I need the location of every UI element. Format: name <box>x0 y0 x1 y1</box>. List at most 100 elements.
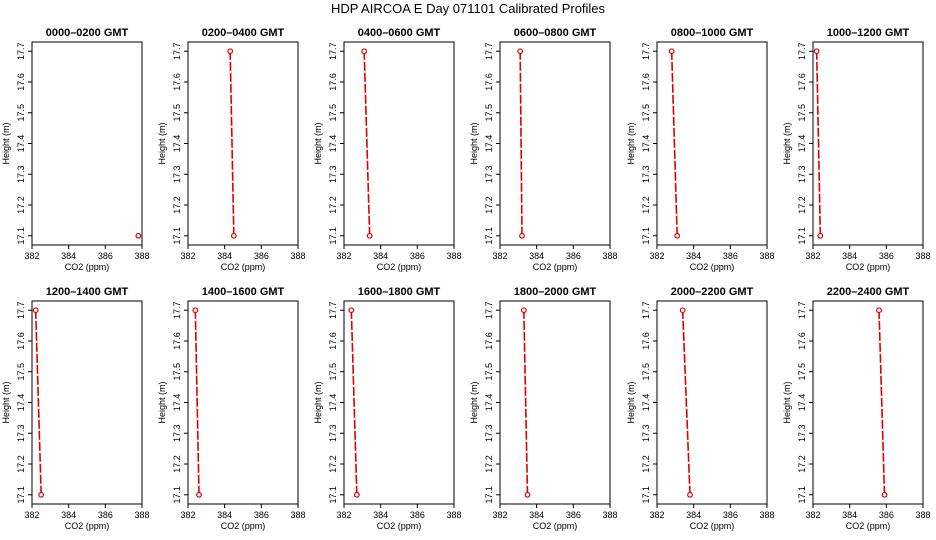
x-tick-label: 384 <box>217 510 232 520</box>
y-tick-label: 17.5 <box>16 104 26 122</box>
y-tick-label: 17.2 <box>16 196 26 214</box>
x-axis-label: CO2 (ppm) <box>846 262 891 272</box>
x-tick-label: 384 <box>842 510 857 520</box>
y-tick-label: 17.7 <box>328 301 338 319</box>
panel-title: 2000–2200 GMT <box>671 286 754 298</box>
y-axis-label: Height (m) <box>1 381 11 423</box>
y-axis-label: Height (m) <box>782 381 792 423</box>
y-tick-label: 17.3 <box>641 165 651 183</box>
x-tick-label: 386 <box>566 510 581 520</box>
y-tick-label: 17.6 <box>797 73 807 91</box>
y-tick-label: 17.5 <box>797 104 807 122</box>
data-point <box>517 48 524 55</box>
plot-frame <box>499 300 611 505</box>
x-tick-label: 382 <box>649 510 664 520</box>
y-tick-label: 17.7 <box>172 42 182 60</box>
x-tick-label: 384 <box>373 510 388 520</box>
x-tick-label: 388 <box>602 510 617 520</box>
data-point <box>135 232 142 239</box>
panel-10: 2000–2200 GMT 382 384 386 388 17.1 17.2 17.3 17.… <box>626 286 775 531</box>
y-tick-label: 17.1 <box>172 486 182 504</box>
panel-grid: 0000–0200 GMT 382 384 386 388 17.1 17.2 17.3 17.… <box>1 27 931 531</box>
y-tick-label: 17.6 <box>328 332 338 350</box>
y-tick-label: 17.4 <box>641 135 651 153</box>
x-tick-label: 384 <box>373 251 388 261</box>
x-axis-label: CO2 (ppm) <box>221 521 266 531</box>
y-tick-label: 17.1 <box>797 227 807 245</box>
x-axis-label: CO2 (ppm) <box>377 521 422 531</box>
series-line <box>670 51 678 236</box>
y-tick-label: 17.1 <box>484 227 494 245</box>
data-point <box>230 232 237 239</box>
y-tick-label: 17.7 <box>484 42 494 60</box>
panel-5: 1000–1200 GMT 382 384 386 388 17.1 17.2 17.3 17.… <box>782 27 931 272</box>
data-point <box>876 307 882 314</box>
y-tick-label: 17.6 <box>172 73 182 91</box>
y-tick-label: 17.2 <box>16 455 26 473</box>
panel-1: 0200–0400 GMT 382 384 386 388 17.1 17.2 17.3 17.… <box>157 27 306 272</box>
y-tick-label: 17.6 <box>641 332 651 350</box>
x-tick-label: 388 <box>446 251 461 261</box>
series-line <box>519 51 523 236</box>
y-tick-label: 17.6 <box>641 73 651 91</box>
plot-frame <box>812 41 924 246</box>
y-axis-label: Height (m) <box>469 381 479 423</box>
y-tick-label: 17.2 <box>797 196 807 214</box>
panel-4: 0800–1000 GMT 382 384 386 388 17.1 17.2 17.3 17.… <box>626 27 775 272</box>
y-tick-label: 17.4 <box>484 135 494 153</box>
plot-frame <box>343 300 455 505</box>
y-tick-label: 17.7 <box>328 42 338 60</box>
y-tick-label: 17.7 <box>16 301 26 319</box>
panel-title: 0400–0600 GMT <box>358 27 441 39</box>
y-tick-label: 17.5 <box>484 363 494 381</box>
data-point <box>348 307 355 314</box>
y-tick-label: 17.2 <box>484 196 494 214</box>
y-tick-label: 17.4 <box>16 394 26 412</box>
y-tick-label: 17.7 <box>797 42 807 60</box>
y-tick-label: 17.7 <box>797 301 807 319</box>
x-tick-label: 388 <box>915 510 930 520</box>
y-tick-label: 17.7 <box>641 42 651 60</box>
plot-frame <box>31 41 143 246</box>
x-axis-label: CO2 (ppm) <box>533 262 578 272</box>
x-tick-label: 388 <box>290 510 305 520</box>
y-tick-label: 17.1 <box>328 227 338 245</box>
panel-3: 0600–0800 GMT 382 384 386 388 17.1 17.2 17.3 17.… <box>469 27 618 272</box>
y-tick-label: 17.6 <box>16 332 26 350</box>
x-axis-label: CO2 (ppm) <box>65 262 110 272</box>
x-tick-label: 382 <box>24 510 39 520</box>
x-tick-label: 382 <box>336 251 351 261</box>
y-tick-label: 17.3 <box>172 165 182 183</box>
y-tick-label: 17.3 <box>797 424 807 442</box>
series-line <box>363 51 371 236</box>
x-tick-label: 388 <box>915 251 930 261</box>
data-point <box>366 232 373 239</box>
panel-title: 1200–1400 GMT <box>46 286 129 298</box>
x-tick-label: 386 <box>723 251 738 261</box>
y-tick-label: 17.2 <box>484 455 494 473</box>
data-point <box>519 232 525 239</box>
x-tick-label: 382 <box>492 510 507 520</box>
panel-title: 0200–0400 GMT <box>202 27 285 39</box>
data-point <box>817 232 824 239</box>
panel-11: 2200–2400 GMT 382 384 386 388 17.1 17.2 17.3 17.… <box>782 286 931 531</box>
x-tick-label: 388 <box>446 510 461 520</box>
y-tick-label: 17.3 <box>484 165 494 183</box>
x-tick-label: 384 <box>686 251 701 261</box>
y-axis-label: Height (m) <box>469 122 479 164</box>
y-tick-label: 17.2 <box>641 455 651 473</box>
y-tick-label: 17.7 <box>484 301 494 319</box>
data-point <box>353 491 360 498</box>
panel-title: 0800–1000 GMT <box>671 27 754 39</box>
x-tick-label: 386 <box>98 510 113 520</box>
data-point <box>679 307 686 314</box>
plot-frame <box>656 41 768 246</box>
y-tick-label: 17.1 <box>797 486 807 504</box>
series-line <box>878 310 886 495</box>
y-tick-label: 17.5 <box>328 363 338 381</box>
y-tick-label: 17.6 <box>484 73 494 91</box>
x-tick-label: 386 <box>254 510 269 520</box>
y-tick-label: 17.6 <box>16 73 26 91</box>
panel-9: 1800–2000 GMT 382 384 386 388 17.1 17.2 17.3 17.… <box>469 286 618 531</box>
data-point <box>813 48 820 55</box>
